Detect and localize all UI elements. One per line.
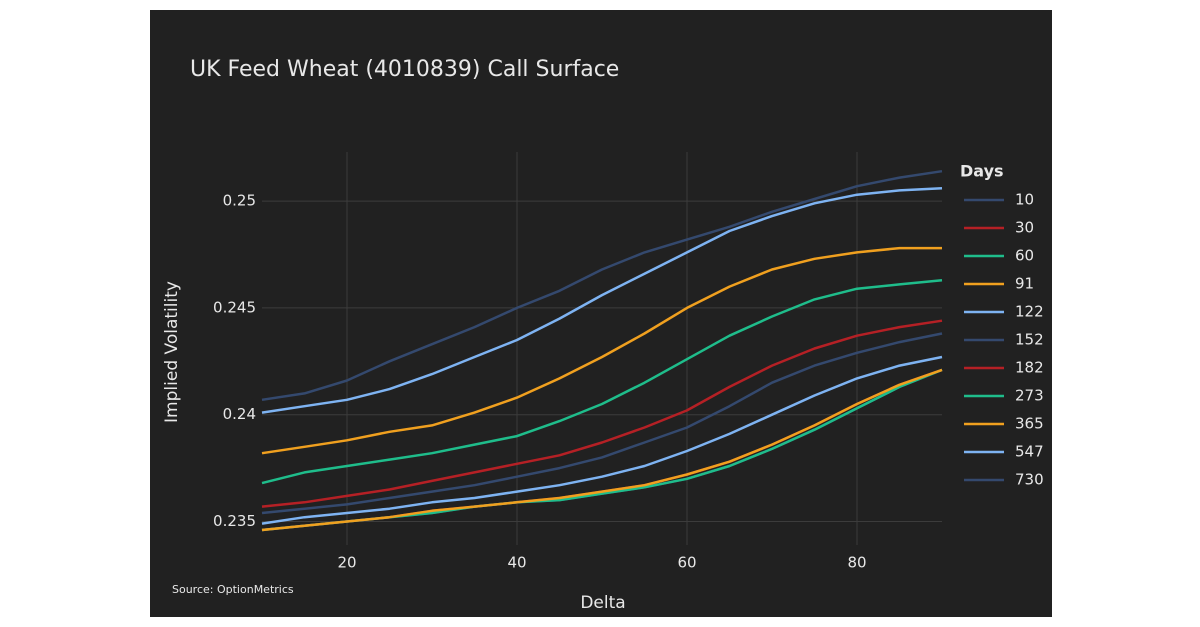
- legend-label: 91: [1015, 275, 1034, 293]
- legend-label: 122: [1015, 303, 1044, 321]
- legend-label: 730: [1015, 471, 1044, 489]
- legend-label: 273: [1015, 387, 1044, 405]
- legend-label: 547: [1015, 443, 1044, 461]
- series-line: [261, 187, 943, 414]
- series-line: [261, 169, 943, 402]
- legend-label: 10: [1015, 191, 1034, 209]
- source-note: Source: OptionMetrics: [172, 583, 294, 596]
- series-line: [261, 246, 942, 455]
- series-line: [261, 278, 943, 485]
- y-tick-label: 0.25: [223, 192, 256, 210]
- series-line: [261, 332, 943, 515]
- legend-label: 152: [1015, 331, 1044, 349]
- series-line: [261, 319, 943, 508]
- y-tick-label: 0.24: [223, 405, 256, 423]
- x-tick-label: 80: [847, 554, 866, 572]
- series-line: [261, 368, 943, 532]
- y-tick-label: 0.235: [213, 512, 256, 530]
- series-line: [261, 355, 943, 525]
- x-tick-label: 40: [507, 554, 526, 572]
- x-tick-label: 20: [337, 554, 356, 572]
- legend-label: 60: [1015, 247, 1034, 265]
- legend-label: 182: [1015, 359, 1044, 377]
- x-axis-label: Delta: [580, 593, 625, 613]
- legend-label: 30: [1015, 219, 1034, 237]
- y-tick-label: 0.245: [213, 298, 256, 316]
- chart-background: [150, 10, 1052, 617]
- y-axis-label: Implied Volatility: [162, 281, 182, 423]
- chart-title: UK Feed Wheat (4010839) Call Surface: [190, 57, 619, 82]
- legend-label: 365: [1015, 415, 1044, 433]
- x-tick-label: 60: [677, 554, 696, 572]
- legend-title: Days: [960, 162, 1004, 181]
